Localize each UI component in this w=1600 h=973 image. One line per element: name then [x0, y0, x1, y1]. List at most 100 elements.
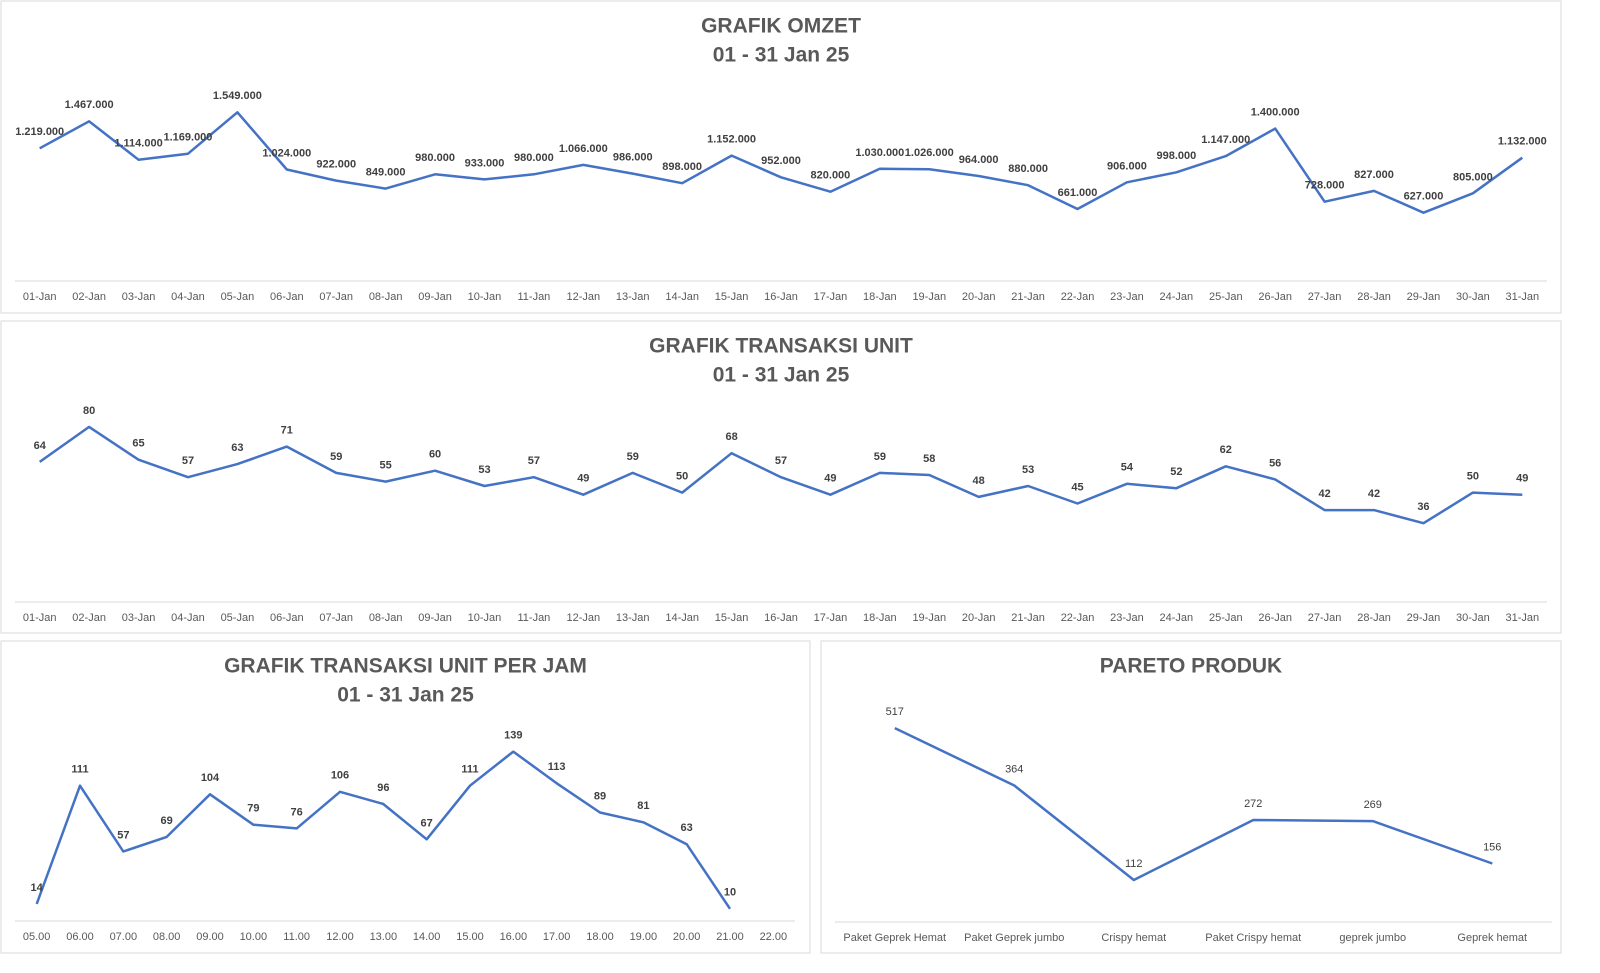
data-label: 59	[627, 451, 639, 463]
data-label: 820.000	[811, 170, 851, 182]
x-tick-label: 13-Jan	[616, 612, 650, 624]
data-label: 50	[676, 470, 688, 482]
x-tick-label: 21-Jan	[1011, 612, 1045, 624]
data-label: 57	[117, 829, 129, 841]
x-tick-label: 02-Jan	[72, 291, 106, 303]
chart-panel	[0, 640, 811, 954]
x-tick-label: 10-Jan	[468, 291, 502, 303]
data-label: 57	[182, 455, 194, 467]
x-tick-label: 14.00	[413, 931, 441, 943]
x-tick-label: Crispy hemat	[1101, 932, 1166, 944]
x-tick-label: 18-Jan	[863, 291, 897, 303]
x-tick-label: 31-Jan	[1505, 612, 1539, 624]
data-label: 14	[31, 882, 44, 894]
data-label: 1.467.000	[65, 99, 114, 111]
chart-title: GRAFIK TRANSAKSI UNIT	[649, 335, 913, 358]
data-label: 58	[923, 453, 935, 465]
x-tick-label: 16-Jan	[764, 612, 798, 624]
x-tick-label: 22-Jan	[1061, 612, 1095, 624]
data-label: 112	[1125, 858, 1143, 870]
chart-title: PARETO PRODUK	[1100, 655, 1282, 678]
data-label: 1.114.000	[114, 138, 162, 150]
data-label: 898.000	[662, 161, 702, 173]
data-label: 517	[886, 706, 904, 718]
data-label: 1.169.000	[163, 132, 212, 144]
data-label: 49	[824, 473, 836, 485]
data-label: 1.400.000	[1251, 106, 1300, 118]
data-label: 59	[874, 451, 886, 463]
x-tick-label: 19.00	[630, 931, 658, 943]
x-tick-label: 16.00	[500, 931, 528, 943]
data-label: 63	[681, 822, 693, 834]
x-tick-label: 11.00	[283, 931, 310, 943]
data-line	[35, 750, 732, 910]
data-label: 933.000	[465, 157, 505, 169]
data-label: 952.000	[761, 155, 801, 167]
x-tick-label: Paket Geprek Hemat	[843, 932, 946, 944]
data-label: 269	[1364, 799, 1382, 811]
x-tick-label: 21.00	[716, 931, 744, 943]
x-tick-label: 30-Jan	[1456, 291, 1490, 303]
data-label: 1.147.000	[1201, 134, 1250, 146]
chart-subtitle: 01 - 31 Jan 25	[337, 684, 474, 707]
data-label: 89	[594, 790, 606, 802]
data-label: 964.000	[959, 154, 999, 166]
x-tick-label: 07-Jan	[319, 612, 353, 624]
x-tick-label: 30-Jan	[1456, 612, 1490, 624]
data-label: 56	[1269, 457, 1281, 469]
data-line	[38, 425, 1523, 525]
data-label: 96	[377, 782, 389, 794]
x-tick-label: 25-Jan	[1209, 291, 1243, 303]
x-tick-label: 20-Jan	[962, 612, 996, 624]
x-tick-label: 09-Jan	[418, 612, 452, 624]
data-label: 55	[380, 460, 392, 472]
chart-panel	[820, 640, 1562, 954]
x-tick-label: 18-Jan	[863, 612, 897, 624]
data-label: 1.549.000	[213, 90, 262, 102]
x-tick-label: 10.00	[240, 931, 268, 943]
data-label: 49	[1516, 473, 1528, 485]
chart-title: GRAFIK TRANSAKSI UNIT PER JAM	[224, 655, 587, 678]
data-label: 81	[637, 800, 649, 812]
data-label: 1.066.000	[559, 143, 608, 155]
x-tick-label: 01-Jan	[23, 612, 57, 624]
x-tick-label: 19-Jan	[912, 612, 946, 624]
x-tick-label: 24-Jan	[1160, 612, 1194, 624]
x-tick-label: 08.00	[153, 931, 181, 943]
data-label: 71	[281, 424, 293, 436]
data-label: 104	[201, 772, 220, 784]
x-tick-label: 24-Jan	[1160, 291, 1194, 303]
data-label: 661.000	[1058, 187, 1098, 199]
x-tick-label: 13.00	[370, 931, 398, 943]
data-label: 49	[577, 473, 589, 485]
chart-subtitle: 01 - 31 Jan 25	[713, 364, 850, 387]
x-tick-label: 06.00	[66, 931, 94, 943]
x-tick-label: 15-Jan	[715, 291, 749, 303]
x-tick-label: 14-Jan	[665, 291, 699, 303]
x-tick-label: 28-Jan	[1357, 612, 1391, 624]
data-label: 364	[1005, 763, 1023, 775]
data-label: 1.026.000	[905, 147, 954, 159]
data-line	[39, 111, 1524, 214]
data-label: 106	[331, 770, 349, 782]
data-label: 63	[231, 442, 243, 454]
data-label: 922.000	[316, 159, 356, 171]
x-tick-label: Paket Geprek jumbo	[964, 932, 1064, 944]
chart-subtitle: 01 - 31 Jan 25	[713, 44, 850, 67]
x-tick-label: 15.00	[456, 931, 484, 943]
data-label: 50	[1467, 470, 1479, 482]
x-tick-label: 20.00	[673, 931, 701, 943]
x-tick-label: 06-Jan	[270, 612, 304, 624]
data-label: 998.000	[1156, 150, 1196, 162]
data-label: 10	[724, 887, 736, 899]
x-tick-label: 08-Jan	[369, 291, 403, 303]
x-tick-label: 12-Jan	[567, 612, 601, 624]
x-tick-label: 27-Jan	[1308, 291, 1342, 303]
x-tick-label: 31-Jan	[1505, 291, 1539, 303]
data-label: 906.000	[1107, 160, 1147, 172]
x-tick-label: 20-Jan	[962, 291, 996, 303]
data-label: 59	[330, 451, 342, 463]
x-tick-label: 23-Jan	[1110, 291, 1144, 303]
x-tick-label: 08-Jan	[369, 612, 403, 624]
